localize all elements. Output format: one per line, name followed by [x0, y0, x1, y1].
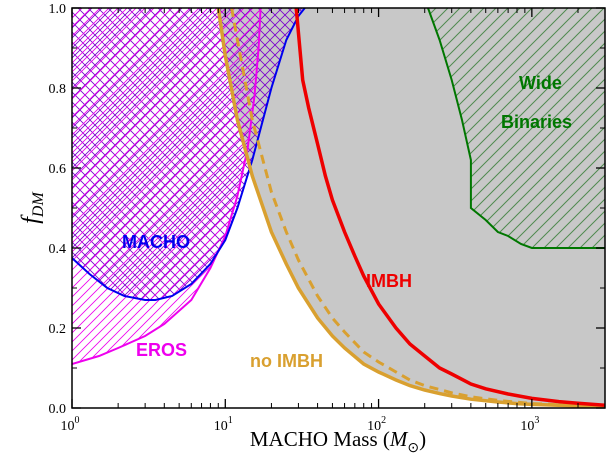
y-tick-label: 0.8	[49, 82, 67, 97]
y-axis-title-symbol: f	[18, 214, 44, 224]
y-tick-label: 0.6	[49, 162, 67, 177]
x-tick-label: 102	[367, 415, 386, 434]
x-axis-title-suffix: )	[419, 427, 426, 451]
eros-label: EROS	[136, 340, 187, 360]
x-axis-title-subscript: ⊙	[407, 441, 419, 456]
macho-curve	[72, 8, 306, 301]
axis-ticks: 100 101 102 103 0.0 0.2 0.4 0.6 0.8 1.0	[49, 2, 606, 434]
y-tick-label: 1.0	[49, 2, 67, 17]
macho-label: MACHO	[122, 232, 190, 252]
wide-binaries-excluded-region	[428, 8, 605, 248]
imbh-label: IMBH	[366, 271, 412, 291]
wide-binaries-label-1: Wide	[519, 73, 562, 93]
y-axis-title: fDM	[18, 191, 47, 224]
eros-curve	[72, 8, 262, 365]
x-axis-title-symbol: M	[389, 427, 409, 451]
x-tick-label: 101	[214, 415, 233, 434]
y-tick-label: 0.4	[49, 242, 67, 257]
no-imbh-label: no IMBH	[250, 351, 323, 371]
imbh-curve	[294, 8, 605, 407]
eros-excluded-region	[72, 8, 261, 364]
x-axis-title: MACHO Mass (M⊙)	[250, 427, 426, 456]
plot-region	[72, 8, 605, 408]
y-tick-label: 0.2	[49, 322, 67, 337]
x-tick-label: 100	[61, 415, 80, 434]
y-tick-label: 0.0	[49, 402, 67, 417]
x-axis-title-prefix: MACHO Mass (	[250, 427, 390, 451]
x-tick-label: 103	[520, 415, 539, 434]
no-imbh-curve	[216, 8, 605, 408]
wide-binaries-label-2: Binaries	[501, 112, 572, 132]
y-axis-title-subscript: DM	[30, 191, 47, 219]
wide-binaries-curve	[427, 8, 605, 249]
